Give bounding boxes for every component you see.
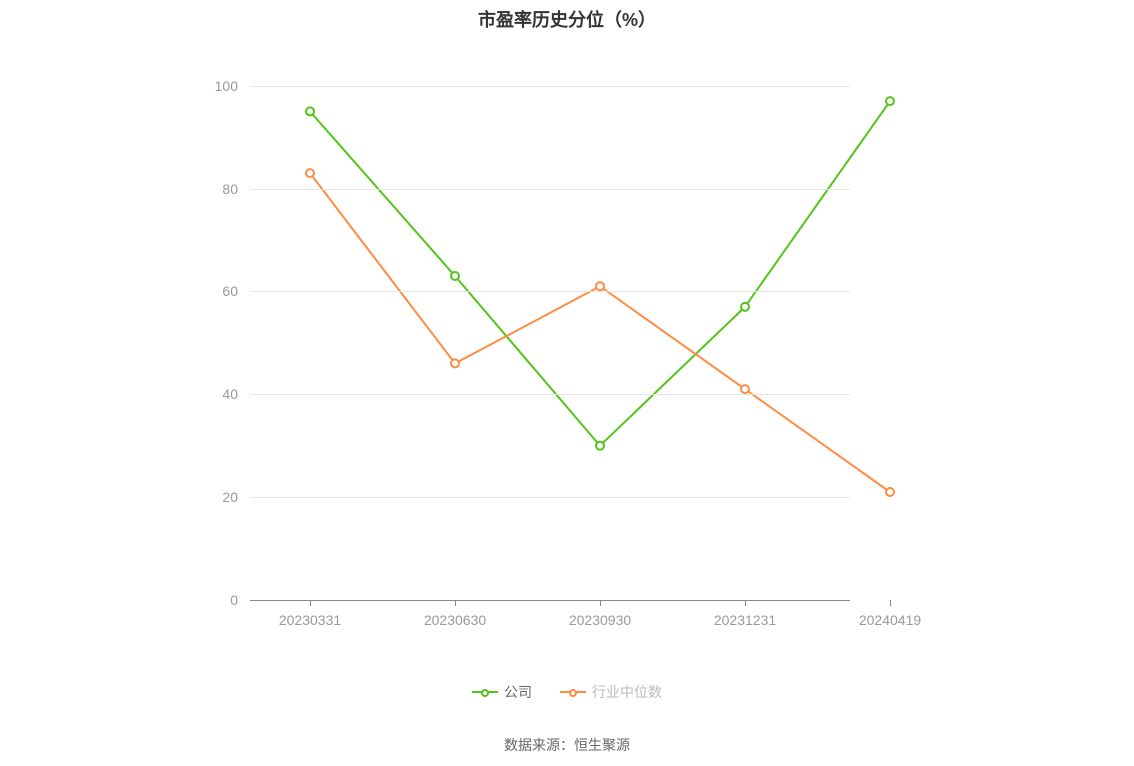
footnote-text: 数据来源：恒生聚源 [504, 737, 630, 753]
chart-legend: 公司 行业中位数 [0, 680, 1134, 702]
chart-footnote: 数据来源：恒生聚源 [0, 735, 1134, 755]
x-tick-mark [745, 600, 746, 606]
y-tick-label: 60 [188, 283, 238, 299]
x-tick-label: 20231231 [714, 612, 776, 628]
y-tick-label: 20 [188, 489, 238, 505]
x-tick-mark [890, 600, 891, 606]
x-tick-label: 20240419 [859, 612, 921, 628]
gridline [250, 189, 850, 190]
y-tick-label: 40 [188, 386, 238, 402]
legend-marker-icon [481, 689, 489, 697]
legend-swatch [472, 691, 498, 693]
y-tick-label: 0 [188, 592, 238, 608]
x-tick-label: 20230630 [424, 612, 486, 628]
series-marker [886, 488, 894, 496]
series-marker [596, 442, 604, 450]
legend-swatch [560, 691, 586, 693]
plot-area: 0204060801002023033120230630202309302023… [250, 60, 850, 600]
gridline [250, 497, 850, 498]
x-tick-label: 20230331 [279, 612, 341, 628]
gridline [250, 394, 850, 395]
gridline [250, 291, 850, 292]
x-tick-label: 20230930 [569, 612, 631, 628]
legend-label: 公司 [504, 682, 532, 702]
series-marker [741, 303, 749, 311]
series-marker [741, 385, 749, 393]
legend-marker-icon [569, 689, 577, 697]
y-tick-label: 100 [188, 78, 238, 94]
series-marker [451, 272, 459, 280]
y-tick-label: 80 [188, 181, 238, 197]
legend-item[interactable]: 公司 [472, 682, 532, 702]
legend-label: 行业中位数 [592, 682, 662, 702]
chart-lines-svg [250, 60, 850, 600]
series-marker [451, 359, 459, 367]
gridline [250, 600, 850, 601]
pe-percentile-chart: 市盈率历史分位（%） 02040608010020230331202306302… [0, 0, 1134, 766]
series-marker [596, 282, 604, 290]
gridline [250, 86, 850, 87]
chart-title: 市盈率历史分位（%） [0, 6, 1134, 32]
series-marker [306, 107, 314, 115]
series-marker [886, 97, 894, 105]
x-tick-mark [600, 600, 601, 606]
x-tick-mark [310, 600, 311, 606]
legend-item[interactable]: 行业中位数 [560, 682, 662, 702]
series-marker [306, 169, 314, 177]
x-tick-mark [455, 600, 456, 606]
